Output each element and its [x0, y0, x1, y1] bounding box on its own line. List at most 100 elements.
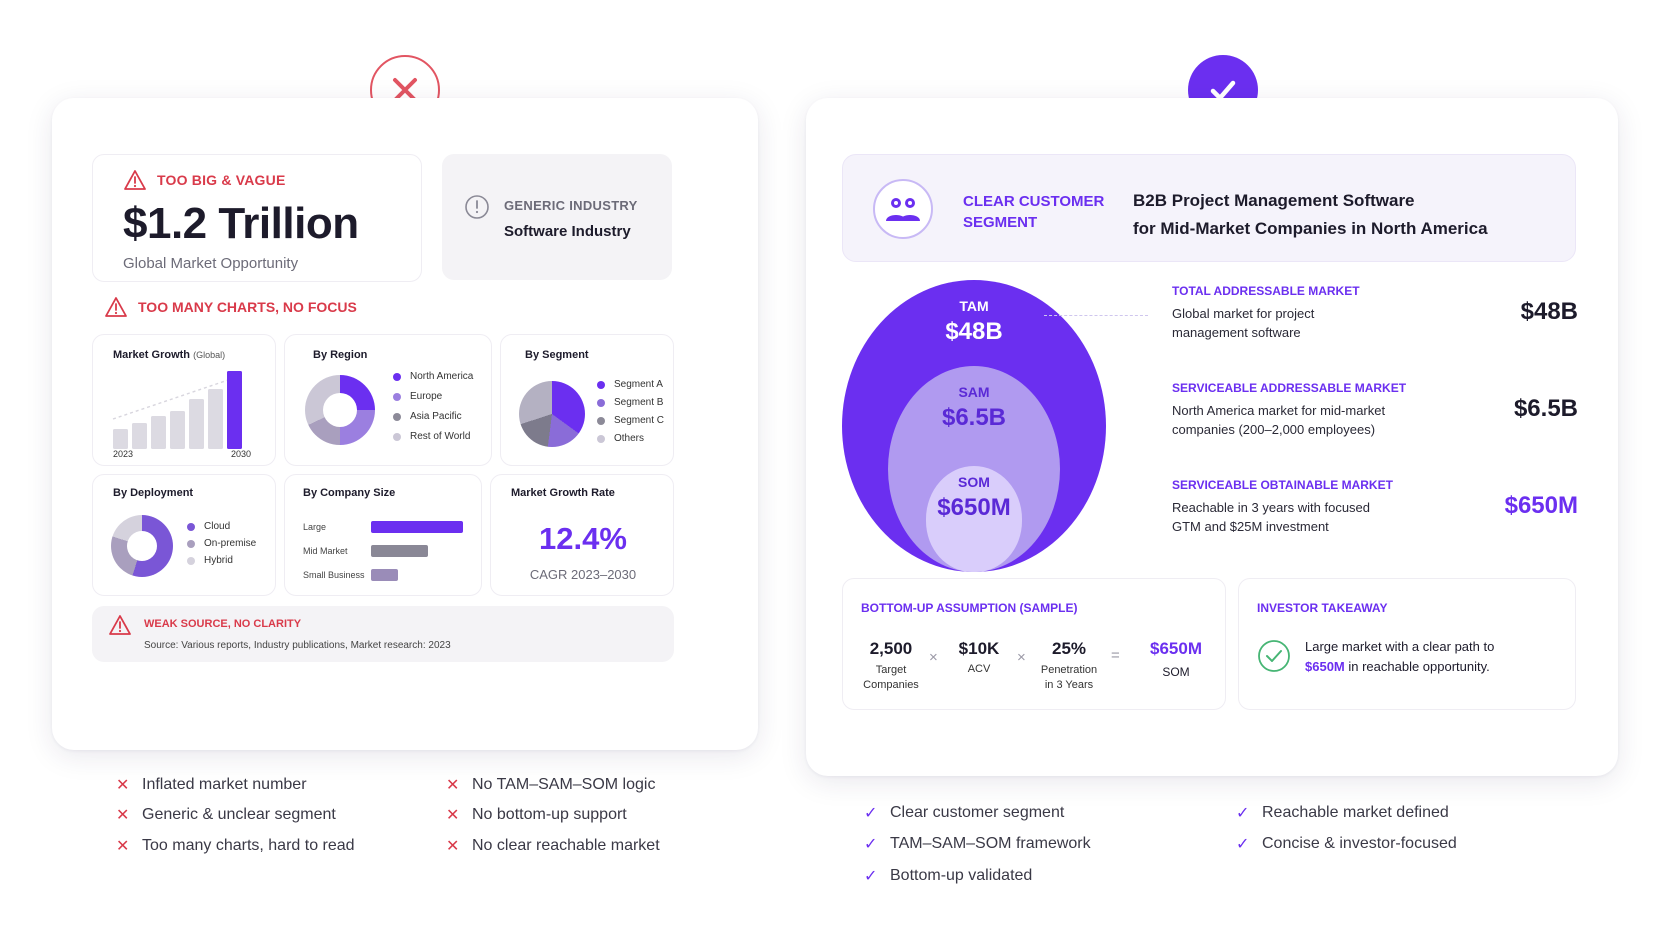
by-company-size-card: By Company Size Large Mid Market Small Bus… — [284, 474, 482, 596]
legend-dot — [597, 416, 605, 425]
company-size-bar — [371, 521, 463, 533]
list-item: ✓ Reachable market defined — [1236, 803, 1449, 823]
legend-dot — [393, 432, 401, 441]
result-som-label: SOM — [1162, 665, 1190, 679]
list-item: ✓ Clear customer segment — [864, 803, 1064, 823]
headline-warning: TOO BIG & VAGUE — [157, 172, 286, 188]
legend-dot — [187, 522, 195, 531]
legend-label: Cloud — [204, 521, 231, 532]
check-icon: ✓ — [864, 868, 878, 885]
list-item-label: Reachable market defined — [1262, 804, 1449, 821]
market-growth-x-end: 2030 — [231, 449, 252, 459]
factor-acv: $10K ACV — [945, 639, 1013, 675]
tam-label-group: TAM $48B — [842, 298, 1106, 346]
list-item-label: Too many charts, hard to read — [142, 837, 355, 854]
list-item-label: No TAM–SAM–SOM logic — [472, 776, 656, 793]
bottom-up-title: BOTTOM-UP ASSUMPTION (SAMPLE) — [861, 601, 1078, 615]
result-som-value: $650M — [1150, 639, 1202, 658]
legend-label: Asia Pacific — [410, 411, 462, 422]
equals-sign: = — [1111, 647, 1120, 664]
segment-tag: CLEAR CUSTOMER SEGMENT — [963, 191, 1104, 233]
sam-label-group: SAM $6.5B — [888, 384, 1060, 432]
list-item-label: Bottom-up validated — [890, 867, 1033, 884]
company-size-row: Large — [303, 515, 473, 539]
factor-penetration: 25% Penetration in 3 Years — [1031, 639, 1107, 693]
legend-item: Europe — [393, 391, 473, 402]
segment-description: B2B Project Management Software for Mid-… — [1133, 187, 1488, 243]
growth-bar — [227, 371, 242, 449]
check-icon: ✓ — [1236, 805, 1250, 822]
warning-icon — [109, 615, 131, 635]
legend-item: On-premise — [187, 538, 256, 549]
check-icon: ✓ — [864, 836, 878, 853]
list-item: ✕ No bottom-up support — [446, 805, 627, 825]
generic-tag: GENERIC INDUSTRY — [504, 198, 638, 213]
by-deployment-title: By Deployment — [113, 487, 194, 499]
som-value: $650M — [937, 494, 1011, 521]
legend-label: Europe — [410, 391, 443, 402]
growth-bar — [189, 399, 204, 449]
list-item-label: Generic & unclear segment — [142, 806, 336, 823]
check-circle-icon — [1258, 640, 1290, 672]
legend-dot — [187, 539, 195, 548]
legend-label: Segment A — [614, 379, 663, 390]
som-label: SOM — [958, 474, 990, 490]
growth-bar — [113, 429, 128, 449]
source-text: Source: Various reports, Industry public… — [144, 640, 451, 651]
market-row: TOTAL ADDRESSABLE MARKET Global market fo… — [1172, 284, 1582, 364]
bottom-up-card: BOTTOM-UP ASSUMPTION (SAMPLE) 2,500 Targ… — [842, 578, 1226, 710]
market-title: TOTAL ADDRESSABLE MARKET — [1172, 284, 1360, 298]
legend-item: Segment A — [597, 379, 664, 390]
som-label-group: SOM $650M — [906, 474, 1042, 522]
segment-card: CLEAR CUSTOMER SEGMENT B2B Project Manag… — [842, 154, 1576, 262]
legend-item: North America — [393, 371, 473, 382]
segment-tag-line1: CLEAR CUSTOMER — [963, 193, 1105, 210]
headline-card: TOO BIG & VAGUE $1.2 Trillion Global Mar… — [92, 154, 422, 282]
factor-companies: 2,500 Target Companies — [851, 639, 931, 693]
list-item: ✕ No clear reachable market — [446, 836, 660, 856]
legend-item: Hybrid — [187, 555, 256, 566]
factor-companies-label: Target Companies — [863, 664, 919, 691]
growth-rate-value: 12.4% — [539, 521, 627, 556]
source-card: WEAK SOURCE, NO CLARITY Source: Various … — [92, 606, 674, 662]
growth-bar — [132, 423, 147, 449]
result-som: $650M SOM — [1133, 639, 1219, 679]
deployment-donut — [111, 515, 173, 577]
market-title: SERVICEABLE OBTAINABLE MARKET — [1172, 478, 1393, 492]
tam-value: $48B — [945, 318, 1003, 345]
market-growth-x-start: 2023 — [113, 449, 134, 459]
company-size-label: Mid Market — [303, 546, 348, 556]
sam-label: SAM — [958, 384, 990, 400]
x-icon: ✕ — [446, 777, 460, 794]
legend-label: Segment B — [614, 397, 664, 408]
multiply-sign: × — [929, 649, 938, 666]
market-growth-card: Market Growth (Global) 2023 2030 — [92, 334, 276, 466]
list-item-label: Concise & investor-focused — [1262, 835, 1457, 852]
company-size-bars: Large Mid Market Small Business — [303, 515, 473, 587]
legend-label: Others — [614, 433, 645, 444]
region-legend: North America Europe Asia Pacific Rest of W… — [393, 371, 473, 451]
list-item: ✕ No TAM–SAM–SOM logic — [446, 775, 655, 795]
by-deployment-card: By Deployment Cloud On-premise Hybrid — [92, 474, 276, 596]
growth-rate-card: Market Growth Rate 12.4% CAGR 2023–2030 — [490, 474, 674, 596]
generic-label: Software Industry — [504, 223, 631, 240]
list-item: ✕ Generic & unclear segment — [116, 805, 336, 825]
legend-dot — [597, 398, 605, 407]
legend-dot — [187, 556, 195, 565]
segment-legend: Segment A Segment B Segment C Others — [597, 379, 664, 451]
takeaway-title: INVESTOR TAKEAWAY — [1257, 601, 1388, 615]
by-region-card: By Region North America Europe Asia Pacifi… — [284, 334, 492, 466]
list-item-label: Clear customer segment — [890, 804, 1065, 821]
legend-item: Segment C — [597, 415, 664, 426]
factor-acv-label: ACV — [967, 663, 991, 675]
company-size-bar — [371, 545, 428, 557]
legend-item: Segment B — [597, 397, 664, 408]
by-segment-card: By Segment Segment A Segment B Segment C Ot… — [500, 334, 674, 466]
warning-icon — [124, 170, 146, 190]
list-item-label: No clear reachable market — [472, 837, 660, 854]
market-row: SERVICEABLE ADDRESSABLE MARKET North Amer… — [1172, 381, 1582, 461]
legend-item: Asia Pacific — [393, 411, 473, 422]
market-row: SERVICEABLE OBTAINABLE MARKET Reachable i… — [1172, 478, 1582, 558]
x-icon: ✕ — [116, 777, 130, 794]
tam-connector — [1044, 315, 1148, 316]
